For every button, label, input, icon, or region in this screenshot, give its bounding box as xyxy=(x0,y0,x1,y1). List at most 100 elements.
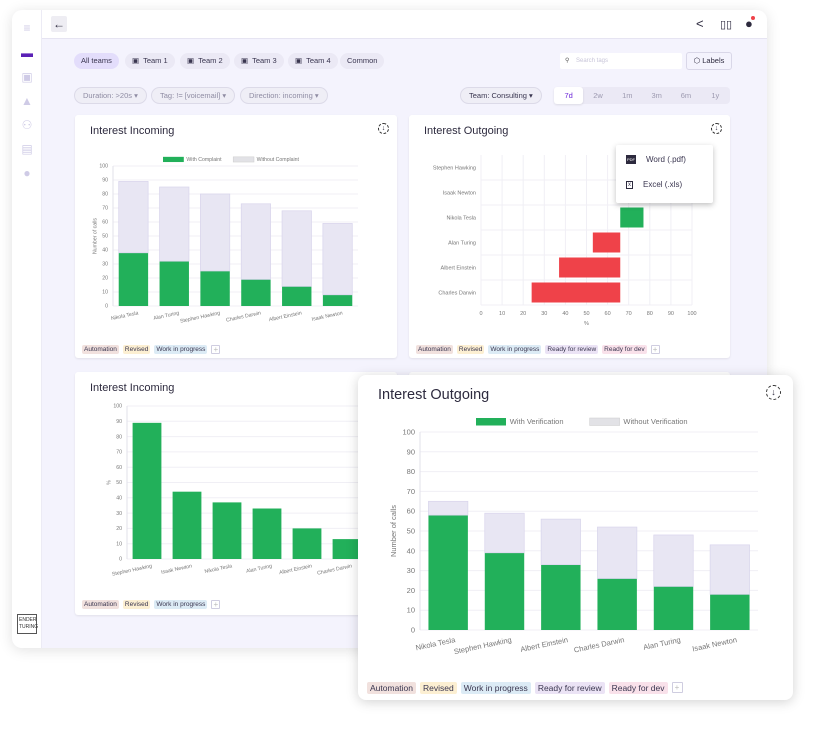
range-1y[interactable]: 1y xyxy=(711,91,720,100)
team-chip[interactable]: All teams xyxy=(74,53,119,69)
bar-with[interactable] xyxy=(241,279,271,306)
team-chip[interactable]: ▣ Team 1 xyxy=(125,53,175,69)
bar[interactable] xyxy=(212,502,242,559)
inbox-icon[interactable]: ▣ xyxy=(21,70,33,84)
bar[interactable] xyxy=(252,508,282,559)
user-icon[interactable]: ● xyxy=(23,166,31,180)
range-6m[interactable]: 6m xyxy=(680,91,692,100)
team-chip[interactable]: Common xyxy=(340,53,385,69)
export-excel-item[interactable]: x Excel (.xls) xyxy=(626,180,683,189)
tag[interactable]: Revised xyxy=(456,345,485,354)
account-icon[interactable]: ● xyxy=(745,16,755,31)
users-icon[interactable]: ⚇ xyxy=(21,118,33,132)
bar-with[interactable] xyxy=(282,286,312,306)
bar-with[interactable] xyxy=(653,586,694,630)
book-icon[interactable]: ▯▯ xyxy=(720,19,733,31)
bar[interactable] xyxy=(531,282,621,303)
download-icon[interactable]: ↓ xyxy=(711,123,722,134)
bar-without[interactable] xyxy=(159,186,190,262)
tag[interactable]: Revised xyxy=(420,682,457,694)
add-tag-button[interactable]: + xyxy=(671,682,683,693)
tag[interactable]: Automation xyxy=(416,345,453,354)
bar[interactable] xyxy=(172,491,202,559)
back-button[interactable]: ← xyxy=(51,16,67,32)
filter-chip[interactable]: Tag: != [voicemail] ▾ xyxy=(151,87,236,104)
range-7d[interactable]: 7d xyxy=(554,87,584,104)
tag[interactable]: Ready for dev xyxy=(608,682,668,694)
education-icon[interactable]: ▲ xyxy=(21,94,33,108)
bar-without[interactable] xyxy=(200,193,231,272)
tag[interactable]: Revised xyxy=(122,600,151,609)
tag-list: Automation Revised Work in progress Ready f… xyxy=(416,345,660,354)
bar-without[interactable] xyxy=(540,518,581,566)
bar-without[interactable] xyxy=(240,203,271,280)
chart-svg: 0 10 20 30 40 50 60 70 80 90 100% Stephen Hawking Is… xyxy=(433,155,697,327)
bar-without[interactable] xyxy=(428,500,469,516)
add-tag-button[interactable]: + xyxy=(211,345,221,354)
bar-without[interactable] xyxy=(597,526,638,579)
chart-card-interest-incoming-percent: 0 10 20 30 40 50 60 70 80 90 100% Stephen Hawking Is… xyxy=(75,372,397,615)
menu-icon[interactable]: ≡ xyxy=(23,21,31,35)
bar-with[interactable] xyxy=(541,564,581,630)
team-chip[interactable]: ▣ Team 3 xyxy=(234,53,284,69)
y-tick-label: 80 xyxy=(116,434,122,440)
y-tick-label: 70 xyxy=(407,487,415,496)
tag[interactable]: Automation xyxy=(82,600,119,609)
team-chip[interactable]: ▣ Team 4 xyxy=(288,53,338,69)
bar[interactable] xyxy=(620,207,644,228)
dashboard-icon[interactable]: ▬ xyxy=(21,46,33,60)
range-1m[interactable]: 1m xyxy=(622,91,633,100)
tag[interactable]: Work in progress xyxy=(154,600,208,609)
export-word-item[interactable]: PDF Word (.pdf) xyxy=(626,155,686,164)
bar-with[interactable] xyxy=(597,578,637,630)
team-select[interactable]: Team: Consulting ▾ xyxy=(460,87,542,104)
tag[interactable]: Automation xyxy=(367,682,416,694)
bar[interactable] xyxy=(592,232,621,253)
download-icon[interactable]: ↓ xyxy=(766,385,781,400)
folder-icon: ▣ xyxy=(187,56,195,65)
filter-chip[interactable]: Direction: incoming ▾ xyxy=(240,87,328,104)
tag[interactable]: Ready for review xyxy=(534,682,605,694)
tag[interactable]: Automation xyxy=(82,345,119,354)
bar-with[interactable] xyxy=(428,515,468,630)
bar[interactable] xyxy=(132,422,162,559)
download-icon[interactable]: ↓ xyxy=(378,123,389,134)
bar-with[interactable] xyxy=(118,252,149,306)
tag[interactable]: Revised xyxy=(122,345,151,354)
tag[interactable]: Work in progress xyxy=(154,345,208,354)
tag[interactable]: Work in progress xyxy=(460,682,531,694)
labels-button[interactable]: ⬡ Labels xyxy=(686,52,732,70)
bar-without[interactable] xyxy=(653,534,694,587)
x-tick-label: Albert Einstein xyxy=(279,563,313,576)
bar-with[interactable] xyxy=(322,294,353,306)
bar-without[interactable] xyxy=(322,223,353,296)
chart-icon[interactable]: ▤ xyxy=(21,142,33,156)
tag[interactable]: Work in progress xyxy=(488,345,542,354)
share-icon[interactable]: < xyxy=(696,16,704,31)
range-2w[interactable]: 2w xyxy=(593,91,603,100)
bar-without[interactable] xyxy=(118,181,149,254)
folder-icon: ▣ xyxy=(241,56,249,65)
bar-with[interactable] xyxy=(159,261,189,306)
bar[interactable] xyxy=(292,528,322,559)
bar-with[interactable] xyxy=(710,594,750,630)
bar-without[interactable] xyxy=(281,210,312,287)
x-tick-label: Stephen Hawking xyxy=(180,310,221,324)
bar-with[interactable] xyxy=(200,271,230,306)
add-tag-button[interactable]: + xyxy=(211,600,221,609)
range-3m[interactable]: 3m xyxy=(651,91,662,100)
add-tag-button[interactable]: + xyxy=(650,345,660,354)
bar-with[interactable] xyxy=(484,552,525,630)
y-tick-label: 90 xyxy=(116,419,122,425)
x-tick-label: Albert Einstein xyxy=(520,635,569,654)
team-chip[interactable]: ▣ Team 2 xyxy=(180,53,230,69)
search-tags-input[interactable]: ⚲ Search tags xyxy=(560,53,682,69)
tag[interactable]: Ready for dev xyxy=(602,345,647,354)
bar[interactable] xyxy=(559,257,621,278)
filter-chip[interactable]: Duration: >20s ▾ xyxy=(74,87,147,104)
bar[interactable] xyxy=(332,539,362,559)
bar-without[interactable] xyxy=(709,544,750,595)
tag[interactable]: Ready for review xyxy=(545,345,599,354)
legend-swatch xyxy=(163,156,184,163)
bar-without[interactable] xyxy=(484,512,525,554)
